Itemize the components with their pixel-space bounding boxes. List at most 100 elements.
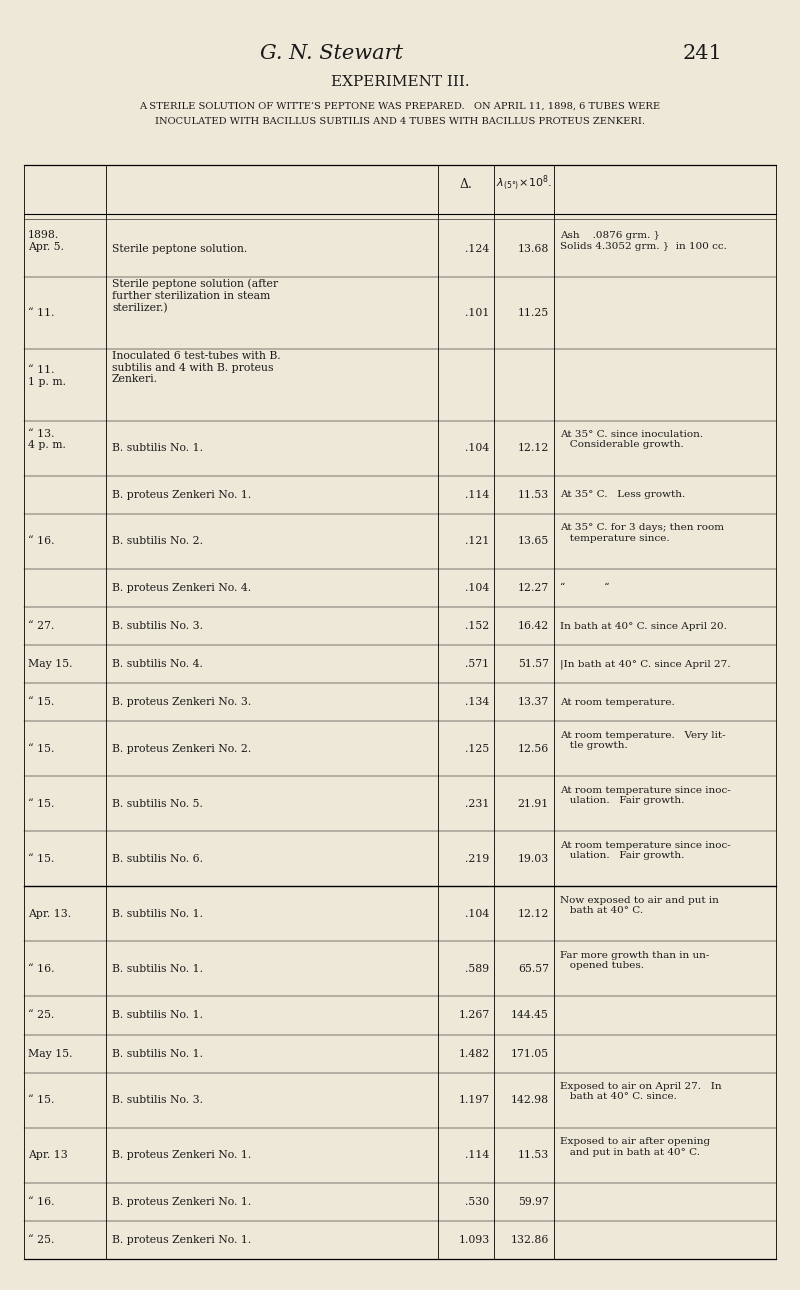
Text: 1898.
Apr. 5.: 1898. Apr. 5. <box>28 230 64 252</box>
Text: 13.68: 13.68 <box>518 244 549 254</box>
Text: 171.05: 171.05 <box>510 1049 549 1059</box>
Text: .134: .134 <box>466 698 490 707</box>
Text: .114: .114 <box>466 490 490 499</box>
Text: 11.53: 11.53 <box>518 1151 549 1160</box>
Text: .124: .124 <box>466 244 490 254</box>
Text: .571: .571 <box>466 659 490 670</box>
Text: A STERILE SOLUTION OF WITTE’S PEPTONE WAS PREPARED.   ON APRIL 11, 1898, 6 TUBES: A STERILE SOLUTION OF WITTE’S PEPTONE WA… <box>139 102 661 111</box>
Text: Apr. 13.: Apr. 13. <box>28 909 71 918</box>
Text: 1.093: 1.093 <box>458 1235 490 1245</box>
Text: .101: .101 <box>466 308 490 317</box>
Text: B. proteus Zenkeri No. 3.: B. proteus Zenkeri No. 3. <box>112 698 251 707</box>
Text: Far more growth than in un-
   opened tubes.: Far more growth than in un- opened tubes… <box>560 951 710 970</box>
Text: Now exposed to air and put in
   bath at 40° C.: Now exposed to air and put in bath at 40… <box>560 895 719 915</box>
Text: .104: .104 <box>466 909 490 918</box>
Text: “            “: “ “ <box>560 583 610 592</box>
Text: .231: .231 <box>466 799 490 809</box>
Text: 11.25: 11.25 <box>518 308 549 317</box>
Text: “ 13.
4 p. m.: “ 13. 4 p. m. <box>28 428 66 450</box>
Text: “ 16.: “ 16. <box>28 964 54 974</box>
Text: B. subtilis No. 4.: B. subtilis No. 4. <box>112 659 203 670</box>
Text: .104: .104 <box>466 583 490 593</box>
Text: At 35° C. since inoculation.
   Considerable growth.: At 35° C. since inoculation. Considerabl… <box>560 430 703 449</box>
Text: 12.56: 12.56 <box>518 744 549 753</box>
Text: May 15.: May 15. <box>28 1049 73 1059</box>
Text: INOCULATED WITH BACILLUS SUBTILIS AND 4 TUBES WITH BACILLUS PROTEUS ZENKERI.: INOCULATED WITH BACILLUS SUBTILIS AND 4 … <box>155 117 645 126</box>
Text: 51.57: 51.57 <box>518 659 549 670</box>
Text: 1.482: 1.482 <box>458 1049 490 1059</box>
Text: 19.03: 19.03 <box>518 854 549 864</box>
Text: 241: 241 <box>682 44 722 63</box>
Text: Exposed to air on April 27.   In
   bath at 40° C. since.: Exposed to air on April 27. In bath at 4… <box>560 1082 722 1102</box>
Text: 1.267: 1.267 <box>458 1010 490 1020</box>
Text: At 35° C.   Less growth.: At 35° C. Less growth. <box>560 490 686 499</box>
Text: $\lambda_{(5°)}\!\times\!10^8.$: $\lambda_{(5°)}\!\times\!10^8.$ <box>496 173 552 192</box>
Text: |In bath at 40° C. since April 27.: |In bath at 40° C. since April 27. <box>560 659 730 670</box>
Text: .104: .104 <box>466 444 490 453</box>
Text: .219: .219 <box>466 854 490 864</box>
Text: 132.86: 132.86 <box>510 1235 549 1245</box>
Text: 13.65: 13.65 <box>518 537 549 546</box>
Text: B. proteus Zenkeri No. 1.: B. proteus Zenkeri No. 1. <box>112 490 251 499</box>
Text: “ 15.: “ 15. <box>28 854 54 864</box>
Text: .114: .114 <box>466 1151 490 1160</box>
Text: .530: .530 <box>466 1197 490 1207</box>
Text: B. subtilis No. 3.: B. subtilis No. 3. <box>112 620 203 631</box>
Text: .152: .152 <box>466 620 490 631</box>
Text: 11.53: 11.53 <box>518 490 549 499</box>
Text: 142.98: 142.98 <box>510 1095 549 1106</box>
Text: “ 16.: “ 16. <box>28 537 54 546</box>
Text: May 15.: May 15. <box>28 659 73 670</box>
Text: B. subtilis No. 2.: B. subtilis No. 2. <box>112 537 203 546</box>
Text: At room temperature.   Very lit-
   tle growth.: At room temperature. Very lit- tle growt… <box>560 730 726 751</box>
Text: B. subtilis No. 1.: B. subtilis No. 1. <box>112 1010 203 1020</box>
Text: B. subtilis No. 1.: B. subtilis No. 1. <box>112 444 203 453</box>
Text: Sterile peptone solution (after
further sterilization in steam
sterilizer.): Sterile peptone solution (after further … <box>112 279 278 313</box>
Text: “ 15.: “ 15. <box>28 1095 54 1106</box>
Text: “ 15.: “ 15. <box>28 698 54 707</box>
Text: B. proteus Zenkeri No. 1.: B. proteus Zenkeri No. 1. <box>112 1197 251 1207</box>
Text: B. subtilis No. 1.: B. subtilis No. 1. <box>112 964 203 974</box>
Text: At room temperature since inoc-
   ulation.   Fair growth.: At room temperature since inoc- ulation.… <box>560 841 730 860</box>
Text: “ 15.: “ 15. <box>28 744 54 753</box>
Text: B. proteus Zenkeri No. 1.: B. proteus Zenkeri No. 1. <box>112 1151 251 1160</box>
Text: 12.12: 12.12 <box>518 444 549 453</box>
Text: Inoculated 6 test-tubes with B.
subtilis and 4 with B. proteus
Zenkeri.: Inoculated 6 test-tubes with B. subtilis… <box>112 351 281 384</box>
Text: “ 16.: “ 16. <box>28 1197 54 1207</box>
Text: 12.12: 12.12 <box>518 909 549 918</box>
Text: “ 25.: “ 25. <box>28 1010 54 1020</box>
Text: “ 11.: “ 11. <box>28 308 54 317</box>
Text: B. subtilis No. 5.: B. subtilis No. 5. <box>112 799 203 809</box>
Text: 13.37: 13.37 <box>518 698 549 707</box>
Text: At room temperature.: At room temperature. <box>560 698 674 707</box>
Text: “ 11.
1 p. m.: “ 11. 1 p. m. <box>28 365 66 387</box>
Text: 59.97: 59.97 <box>518 1197 549 1207</box>
Text: B. subtilis No. 1.: B. subtilis No. 1. <box>112 1049 203 1059</box>
Text: B. proteus Zenkeri No. 1.: B. proteus Zenkeri No. 1. <box>112 1235 251 1245</box>
Text: 21.91: 21.91 <box>518 799 549 809</box>
Text: “ 25.: “ 25. <box>28 1235 54 1245</box>
Text: At room temperature since inoc-
   ulation.   Fair growth.: At room temperature since inoc- ulation.… <box>560 786 730 805</box>
Text: B. proteus Zenkeri No. 4.: B. proteus Zenkeri No. 4. <box>112 583 251 593</box>
Text: Apr. 13: Apr. 13 <box>28 1151 68 1160</box>
Text: B. subtilis No. 1.: B. subtilis No. 1. <box>112 909 203 918</box>
Text: .125: .125 <box>466 744 490 753</box>
Text: Δ.: Δ. <box>460 178 473 191</box>
Text: 1.197: 1.197 <box>458 1095 490 1106</box>
Text: B. subtilis No. 3.: B. subtilis No. 3. <box>112 1095 203 1106</box>
Text: .589: .589 <box>466 964 490 974</box>
Text: At 35° C. for 3 days; then room
   temperature since.: At 35° C. for 3 days; then room temperat… <box>560 524 724 543</box>
Text: In bath at 40° C. since April 20.: In bath at 40° C. since April 20. <box>560 622 727 631</box>
Text: 65.57: 65.57 <box>518 964 549 974</box>
Text: B. proteus Zenkeri No. 2.: B. proteus Zenkeri No. 2. <box>112 744 251 753</box>
Text: Exposed to air after opening
   and put in bath at 40° C.: Exposed to air after opening and put in … <box>560 1136 710 1157</box>
Text: G. N. Stewart: G. N. Stewart <box>261 44 403 63</box>
Text: “ 15.: “ 15. <box>28 799 54 809</box>
Text: Sterile peptone solution.: Sterile peptone solution. <box>112 244 247 254</box>
Text: “ 27.: “ 27. <box>28 620 54 631</box>
Text: 16.42: 16.42 <box>518 620 549 631</box>
Text: EXPERIMENT III.: EXPERIMENT III. <box>330 75 470 89</box>
Text: B. subtilis No. 6.: B. subtilis No. 6. <box>112 854 203 864</box>
Text: 12.27: 12.27 <box>518 583 549 593</box>
Text: .121: .121 <box>466 537 490 546</box>
